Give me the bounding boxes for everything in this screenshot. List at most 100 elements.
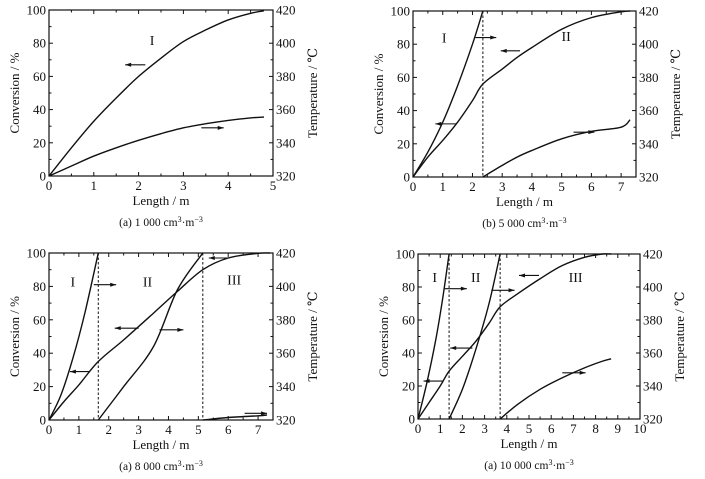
series-line — [482, 119, 631, 178]
series-line — [412, 10, 484, 178]
x-tick-label: 2 — [135, 178, 142, 193]
series-line — [97, 252, 204, 421]
caption-mid: ·m — [552, 460, 565, 472]
y-left-tick-label: 60 — [33, 312, 46, 327]
x-tick-label: 4 — [504, 421, 511, 436]
series-line — [48, 252, 271, 421]
y-left-tick-label: 20 — [33, 135, 46, 150]
figure-caption: (a) 8 000 cm3·m−3 — [119, 459, 203, 473]
y-left-tick-label: 40 — [33, 102, 46, 117]
y-left-tick-label: 80 — [397, 37, 410, 52]
x-tick-label: 3 — [180, 178, 187, 193]
caption-main: (a) 1 000 cm — [119, 217, 177, 229]
x-tick-label: 1 — [91, 178, 98, 193]
y-right-tick-label: 420 — [276, 246, 296, 261]
y-right-axis-title: Temperature / ℃ — [305, 291, 320, 381]
x-tick-label: 2 — [105, 422, 112, 437]
x-tick-label: 7 — [570, 421, 577, 436]
series-line — [412, 10, 631, 178]
series-line — [48, 116, 265, 177]
region-label: II — [561, 30, 571, 45]
region-label: I — [71, 275, 76, 290]
x-tick-label: 2 — [469, 179, 476, 194]
y-left-tick-label: 20 — [33, 379, 46, 394]
x-tick-label: 3 — [135, 422, 142, 437]
x-tick-label: 1 — [437, 421, 444, 436]
x-tick-label: 6 — [225, 422, 232, 437]
y-left-tick-label: 80 — [33, 279, 46, 294]
y-right-tick-label: 420 — [639, 4, 659, 19]
y-left-tick-label: 60 — [402, 313, 415, 328]
y-left-tick-label: 60 — [33, 69, 46, 84]
y-right-tick-label: 420 — [643, 247, 663, 262]
x-tick-label: 9 — [615, 421, 622, 436]
region-label: III — [227, 274, 241, 289]
y-right-tick-label: 380 — [639, 70, 659, 85]
y-right-tick-label: 400 — [276, 279, 296, 294]
arrow-left-icon — [69, 369, 76, 374]
region-label: I — [150, 34, 155, 49]
y-left-tick-label: 60 — [397, 70, 410, 85]
y-left-axis-title: Conversion / % — [371, 53, 386, 134]
y-left-tick-label: 100 — [396, 247, 416, 262]
y-left-tick-label: 0 — [404, 170, 411, 185]
x-tick-label: 5 — [558, 179, 565, 194]
y-right-tick-label: 380 — [276, 69, 296, 84]
plot-frame — [48, 9, 274, 177]
chart-8000: 0 1 2 3 4 5 6 7 0 20 40 60 80 100 320 340 360 380 400 420 Le… — [7, 246, 320, 474]
y-right-axis-title: Temperature / ℃ — [672, 291, 687, 381]
y-right-tick-label: 320 — [276, 413, 296, 428]
x-tick-label: 0 — [46, 422, 53, 437]
y-right-tick-label: 380 — [276, 312, 296, 327]
series-line — [448, 253, 501, 420]
x-axis-title: Length / m — [500, 436, 557, 451]
y-left-tick-label: 100 — [27, 246, 47, 261]
y-left-tick-label: 100 — [27, 3, 47, 18]
y-right-tick-label: 320 — [276, 169, 296, 184]
arrow-right-icon — [490, 35, 497, 40]
arrow-right-icon — [110, 282, 117, 287]
x-tick-label: 6 — [548, 421, 555, 436]
x-tick-label: 2 — [459, 421, 466, 436]
caption-superscript: 3 — [178, 459, 182, 468]
y-left-tick-label: 80 — [402, 280, 415, 295]
series-line — [499, 358, 612, 420]
arrow-left-icon — [435, 121, 442, 126]
x-tick-label: 1 — [439, 179, 446, 194]
series-line — [48, 252, 99, 421]
arrow-right-icon — [588, 130, 595, 135]
y-right-tick-label: 340 — [643, 379, 663, 394]
region-label: I — [442, 32, 447, 47]
region-label: III — [569, 271, 583, 286]
caption-mid: ·m — [182, 461, 195, 473]
x-tick-label: 3 — [481, 421, 488, 436]
y-right-tick-label: 340 — [276, 135, 296, 150]
y-left-tick-label: 40 — [402, 346, 415, 361]
y-right-tick-label: 380 — [643, 313, 663, 328]
x-tick-label: 8 — [592, 421, 599, 436]
x-tick-label: 4 — [165, 422, 172, 437]
caption-superscript: −3 — [565, 458, 574, 467]
y-right-tick-label: 360 — [639, 103, 659, 118]
y-left-axis-title: Conversion / % — [376, 296, 391, 377]
series-line — [417, 253, 612, 420]
caption-mid: ·m — [182, 217, 195, 229]
x-tick-label: 5 — [526, 421, 533, 436]
x-tick-label: 0 — [410, 179, 417, 194]
x-tick-label: 7 — [618, 179, 625, 194]
x-tick-label: 0 — [415, 421, 422, 436]
y-left-tick-label: 0 — [409, 412, 416, 427]
caption-mid: ·m — [545, 218, 558, 230]
arrow-left-icon — [450, 346, 457, 351]
y-left-tick-label: 0 — [40, 169, 47, 184]
x-tick-label: 3 — [499, 179, 506, 194]
plot-frame — [417, 253, 641, 420]
y-right-tick-label: 340 — [276, 379, 296, 394]
x-axis-title: Length / m — [132, 193, 189, 208]
arrow-right-icon — [261, 411, 268, 416]
y-right-tick-label: 360 — [643, 346, 663, 361]
x-tick-label: 4 — [529, 179, 536, 194]
y-right-tick-label: 400 — [276, 36, 296, 51]
series-line — [417, 253, 450, 420]
x-tick-label: 5 — [270, 178, 277, 193]
